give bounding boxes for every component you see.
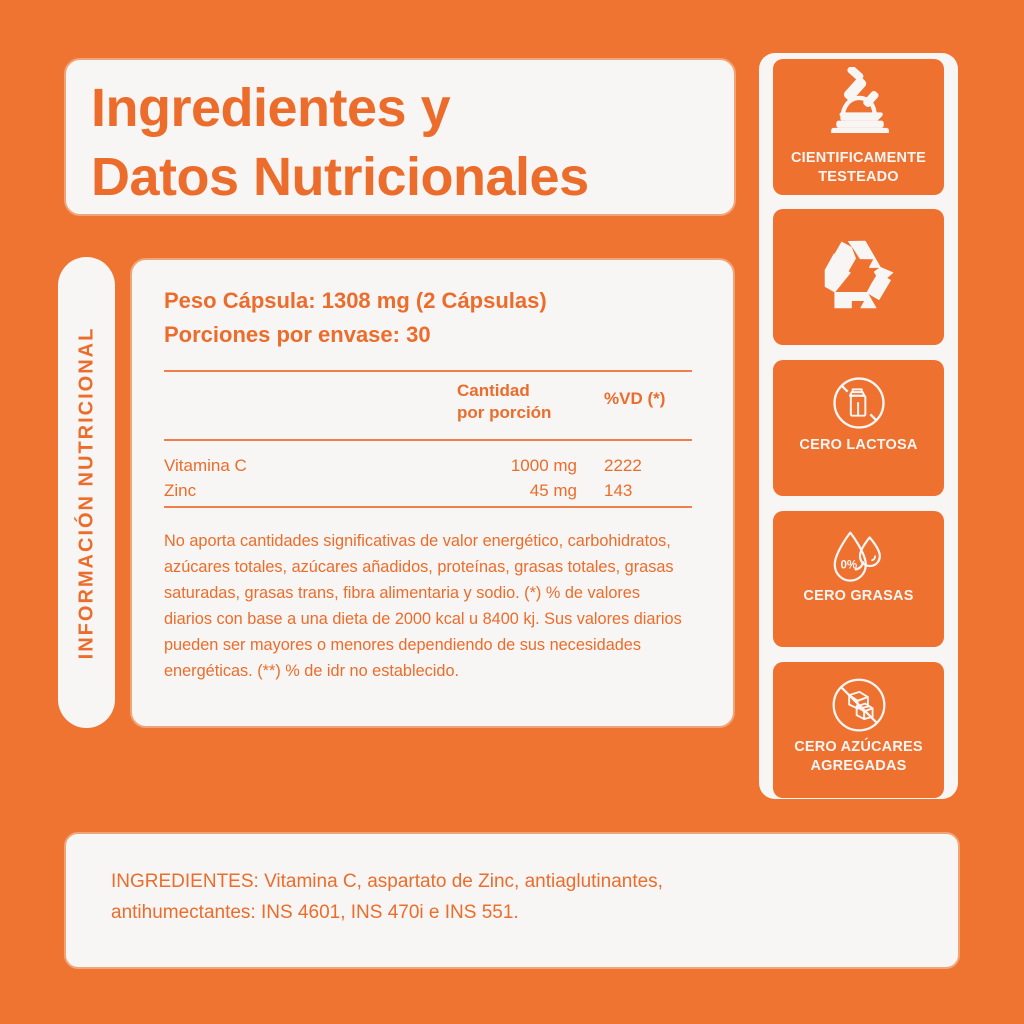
svg-text:0%: 0% <box>840 558 857 571</box>
